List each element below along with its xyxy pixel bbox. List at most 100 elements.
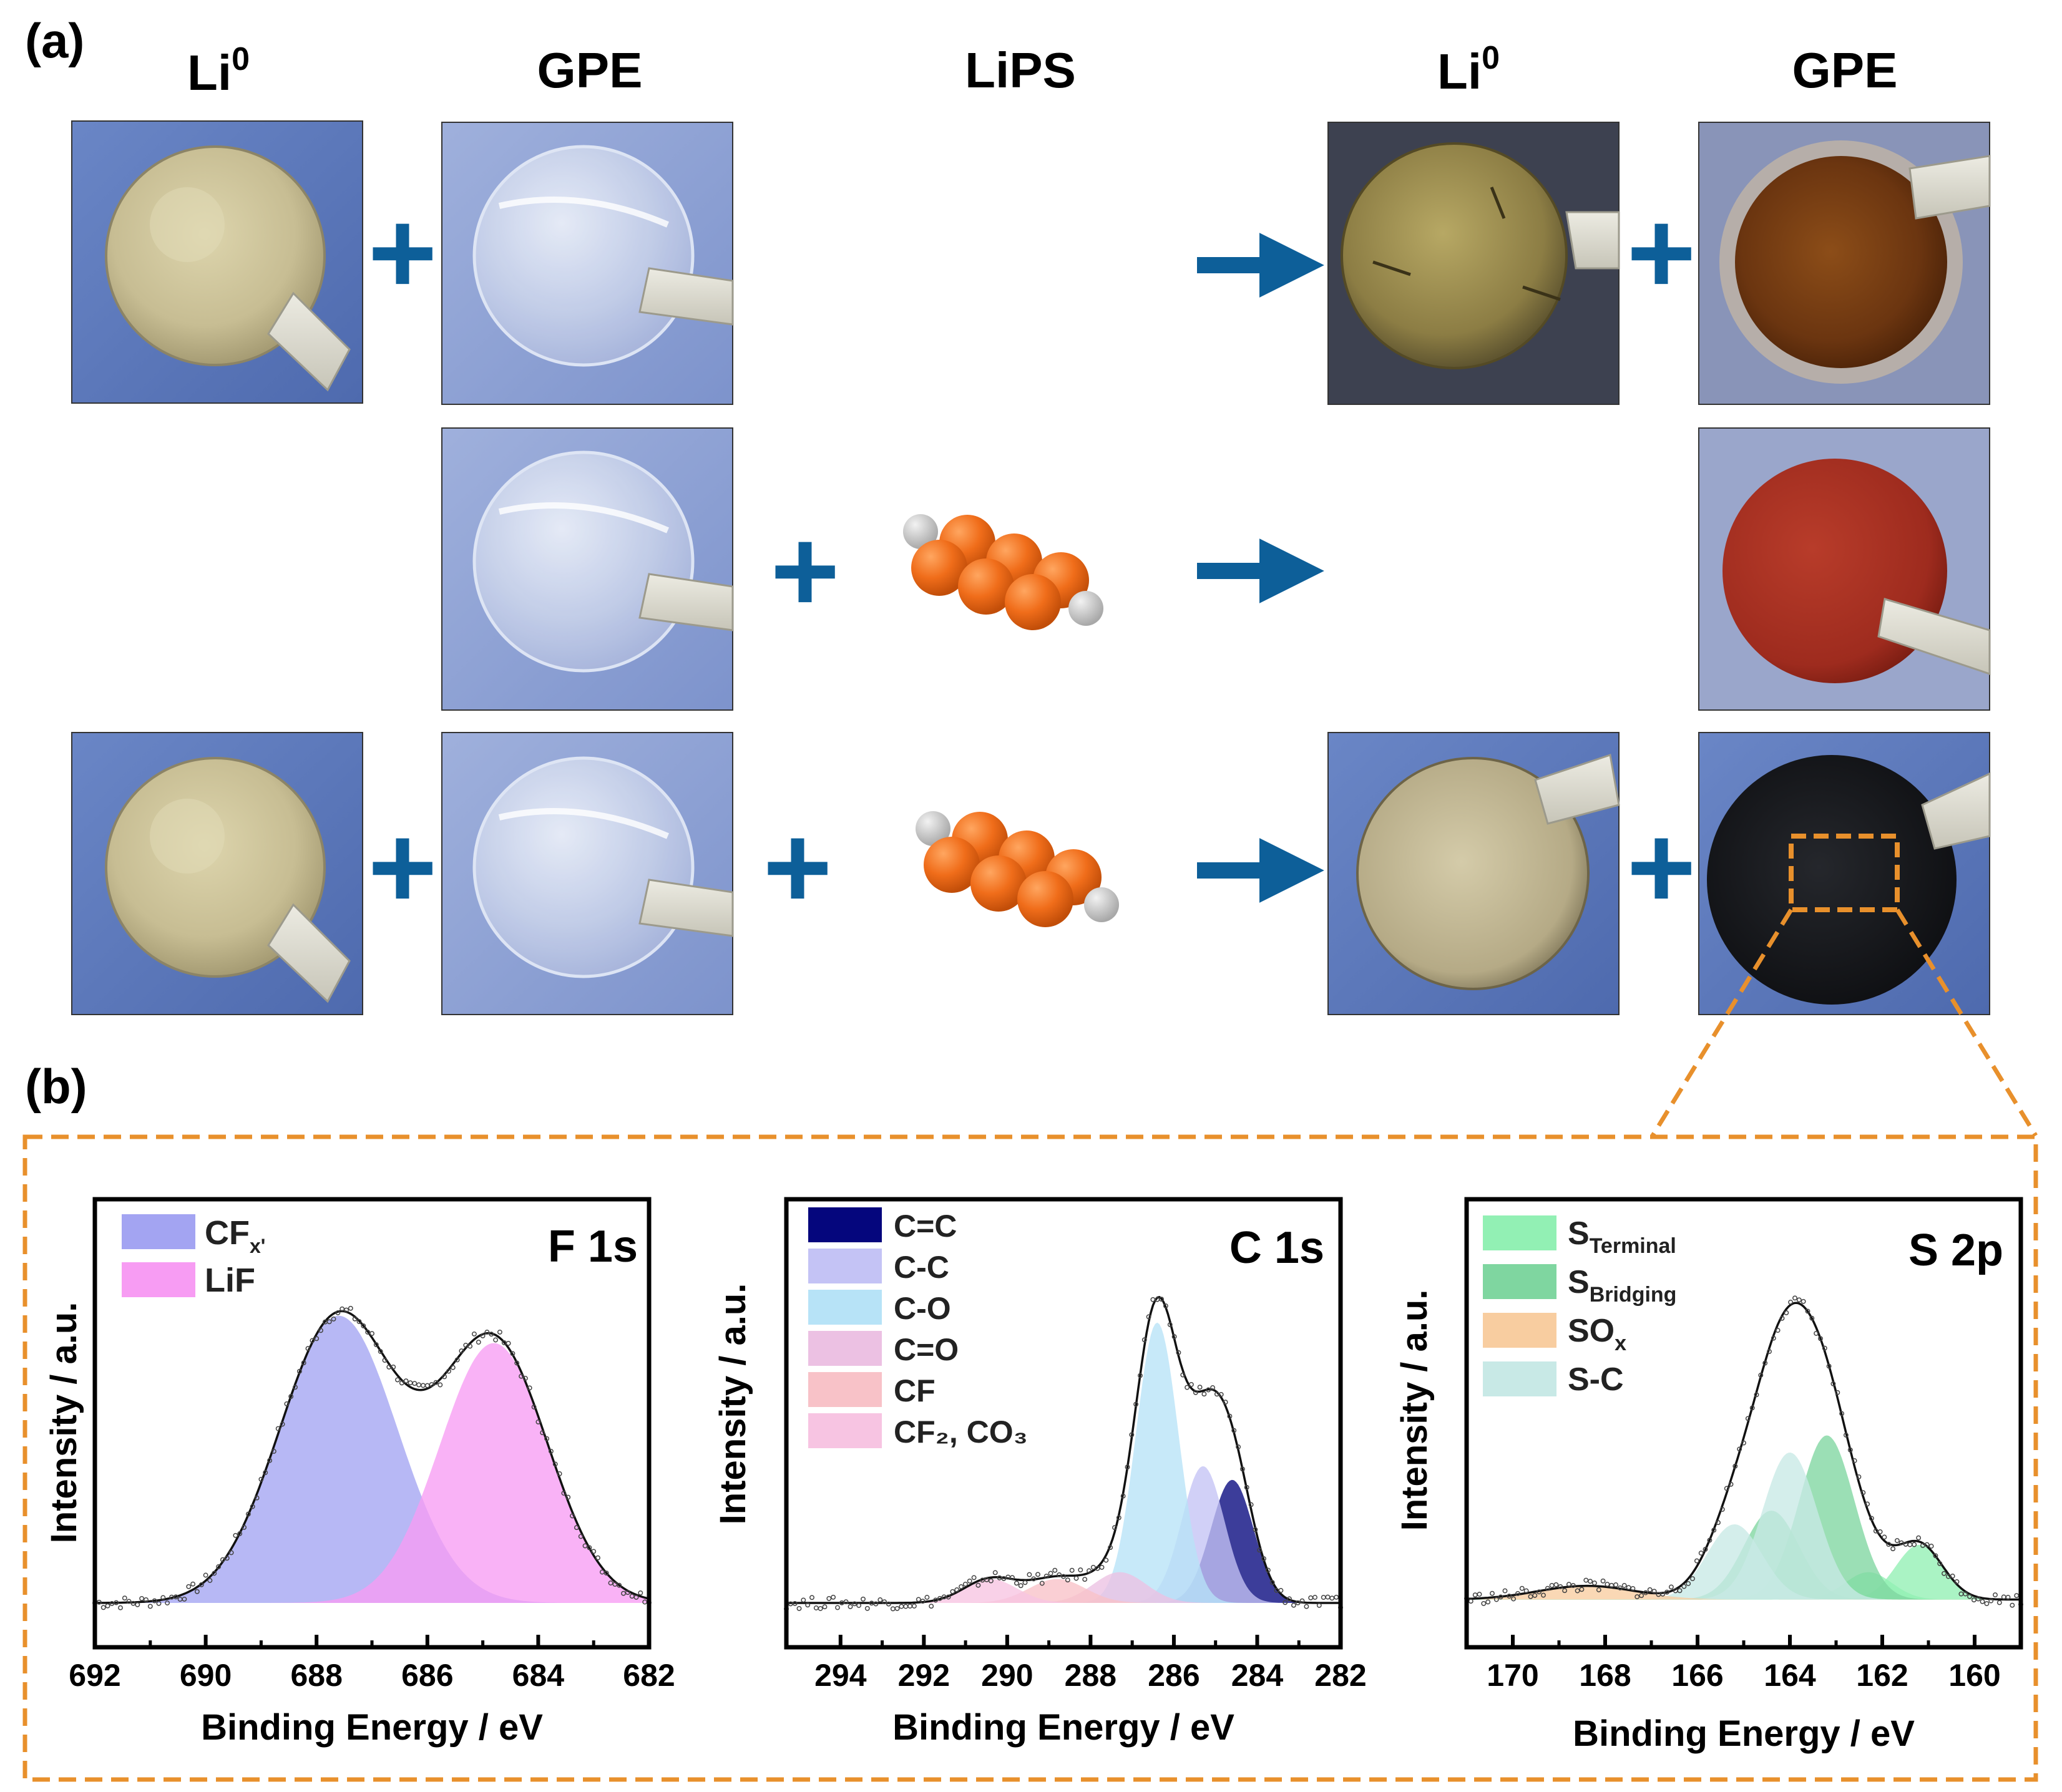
data-point	[950, 1589, 955, 1594]
data-point	[531, 1405, 537, 1410]
data-point	[967, 1578, 972, 1584]
data-point	[1937, 1561, 1943, 1566]
data-point	[1227, 1413, 1233, 1419]
data-point	[1988, 1598, 1994, 1604]
legend-swatch	[808, 1207, 882, 1242]
x-tick-label: 168	[1579, 1658, 1631, 1693]
fit-envelope-line	[786, 1295, 1341, 1604]
data-point	[1163, 1303, 1168, 1308]
data-point	[548, 1448, 554, 1454]
plus-r1-1: +	[368, 187, 437, 319]
data-point	[809, 1595, 814, 1600]
data-point	[1523, 1588, 1529, 1594]
data-point	[1261, 1556, 1266, 1562]
data-point	[591, 1549, 597, 1554]
chart-s2p: STerminal SBridging SOx S-C S 2p Intensi…	[1394, 1197, 2023, 1754]
chart-c1s: C=C C-C C-O C=O CF CF₂, CO₃ C 1s Intensi…	[713, 1197, 1367, 1748]
data-point	[1562, 1588, 1568, 1594]
data-point	[1570, 1583, 1576, 1589]
data-point	[903, 1604, 909, 1609]
legend-swatch	[1483, 1215, 1556, 1250]
data-point	[1035, 1572, 1040, 1577]
photo-li0-after-row3	[1327, 732, 1620, 1015]
data-point	[147, 1604, 153, 1609]
data-point	[1507, 1594, 1512, 1599]
data-point	[1018, 1583, 1024, 1589]
data-point	[267, 1458, 273, 1463]
y-axis-label: Intensity / a.u.	[44, 1302, 84, 1544]
data-point	[1775, 1328, 1781, 1333]
data-point	[1010, 1575, 1015, 1580]
data-point	[160, 1595, 166, 1600]
data-point	[1493, 1597, 1499, 1602]
x-axis-label: Binding Energy / eV	[892, 1707, 1234, 1748]
data-point	[1664, 1589, 1669, 1595]
data-point	[433, 1380, 439, 1385]
data-point	[954, 1587, 960, 1592]
data-point	[1193, 1390, 1198, 1395]
data-point	[421, 1383, 426, 1388]
data-point	[1651, 1589, 1657, 1594]
data-point	[1167, 1322, 1173, 1327]
data-point	[1210, 1385, 1216, 1390]
data-point	[1027, 1572, 1032, 1577]
data-point	[135, 1602, 140, 1607]
data-point	[1519, 1585, 1525, 1591]
data-point	[1660, 1591, 1666, 1597]
data-point	[1954, 1579, 1960, 1584]
data-point	[96, 1599, 102, 1605]
data-point	[629, 1594, 635, 1599]
data-point	[1502, 1588, 1508, 1594]
data-point	[1588, 1579, 1593, 1584]
data-point	[212, 1570, 217, 1576]
data-point	[1146, 1314, 1151, 1320]
data-point	[1758, 1373, 1764, 1378]
x-tick-label: 294	[814, 1658, 867, 1693]
data-point	[1082, 1577, 1088, 1582]
legend-swatch	[808, 1372, 882, 1407]
data-point	[1566, 1582, 1571, 1587]
data-point	[1643, 1590, 1648, 1595]
photo-li0-row1	[71, 120, 363, 404]
data-point	[984, 1577, 989, 1582]
data-point	[1316, 1602, 1322, 1608]
data-point	[1835, 1390, 1840, 1395]
data-point	[1043, 1574, 1049, 1579]
data-point	[937, 1595, 942, 1601]
data-point	[442, 1374, 447, 1380]
data-point	[1681, 1584, 1687, 1589]
data-point	[633, 1594, 639, 1600]
data-point	[1278, 1588, 1284, 1593]
data-point	[1553, 1582, 1559, 1587]
legend-label: LiF	[205, 1262, 255, 1299]
photo-li0-row3	[71, 732, 363, 1015]
data-point	[1984, 1601, 1990, 1607]
legend-label: S-C	[1568, 1361, 1624, 1398]
data-point	[2005, 1594, 2011, 1600]
data-point	[1886, 1542, 1892, 1547]
data-point	[446, 1368, 451, 1374]
data-point	[959, 1584, 964, 1589]
panel-a-label: (a)	[25, 13, 84, 68]
data-point	[1185, 1385, 1190, 1390]
legend-swatch	[808, 1249, 882, 1283]
photo-gpe-after-row3	[1698, 732, 1991, 1015]
data-point	[1188, 1381, 1194, 1387]
data-point	[242, 1524, 247, 1530]
data-point	[1865, 1501, 1870, 1507]
legend-label: C=O	[894, 1332, 959, 1367]
data-point	[599, 1569, 605, 1575]
y-axis-label: Intensity / a.u.	[713, 1283, 753, 1525]
raw-data-points	[1464, 1295, 2023, 1608]
data-point	[1942, 1570, 1947, 1576]
data-point	[1647, 1587, 1653, 1592]
data-point	[1057, 1572, 1062, 1577]
legend: CFx' LiF	[122, 1214, 265, 1299]
component-peak-sc	[1467, 1524, 2021, 1600]
data-point	[493, 1337, 499, 1343]
data-point	[237, 1531, 243, 1536]
data-point	[1541, 1592, 1546, 1598]
data-point	[220, 1557, 225, 1562]
legend-label: C=C	[894, 1209, 957, 1244]
data-point	[873, 1601, 879, 1607]
